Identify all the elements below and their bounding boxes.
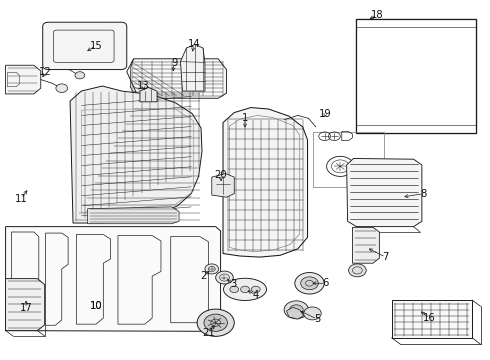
Circle shape [295,273,324,294]
Bar [356,19,476,134]
Circle shape [304,307,321,320]
Polygon shape [5,65,41,94]
Polygon shape [223,108,308,257]
Text: 18: 18 [370,10,383,20]
Text: 3: 3 [230,279,236,289]
Polygon shape [346,158,422,226]
Polygon shape [140,87,157,102]
Polygon shape [352,227,379,263]
Text: 5: 5 [314,314,320,324]
Polygon shape [88,207,179,224]
Text: 4: 4 [253,290,259,300]
Circle shape [56,84,68,93]
Text: 19: 19 [319,109,332,119]
Circle shape [204,314,227,331]
Polygon shape [356,19,476,134]
Circle shape [290,305,303,315]
Circle shape [197,309,234,336]
Circle shape [230,286,239,293]
Text: 1: 1 [242,113,248,123]
Polygon shape [5,279,45,330]
Circle shape [251,286,260,293]
Circle shape [216,271,233,284]
Text: 7: 7 [383,252,389,262]
Circle shape [75,72,85,79]
Text: 10: 10 [90,301,102,311]
Ellipse shape [223,278,267,301]
Text: 20: 20 [214,170,227,180]
FancyBboxPatch shape [43,22,127,69]
Circle shape [241,286,249,293]
Polygon shape [70,86,202,223]
Text: 6: 6 [322,278,329,288]
Text: 2: 2 [200,271,207,281]
Text: 16: 16 [423,313,436,323]
Polygon shape [127,59,226,98]
Text: 8: 8 [420,189,426,199]
Polygon shape [5,226,220,331]
Polygon shape [212,174,234,197]
Polygon shape [180,44,205,91]
Bar [314,132,384,187]
Bar [392,300,472,338]
Text: 10: 10 [90,301,102,311]
Circle shape [348,264,366,277]
Text: 15: 15 [90,41,102,50]
Text: 12: 12 [39,67,52,77]
Text: 11: 11 [15,194,27,204]
Polygon shape [287,307,304,319]
Text: 14: 14 [187,40,200,49]
Circle shape [301,277,318,290]
Circle shape [205,264,219,274]
Text: 13: 13 [137,81,149,91]
Text: 17: 17 [20,303,32,314]
Text: 21: 21 [202,328,215,338]
Circle shape [284,301,309,319]
Text: 9: 9 [171,58,177,68]
